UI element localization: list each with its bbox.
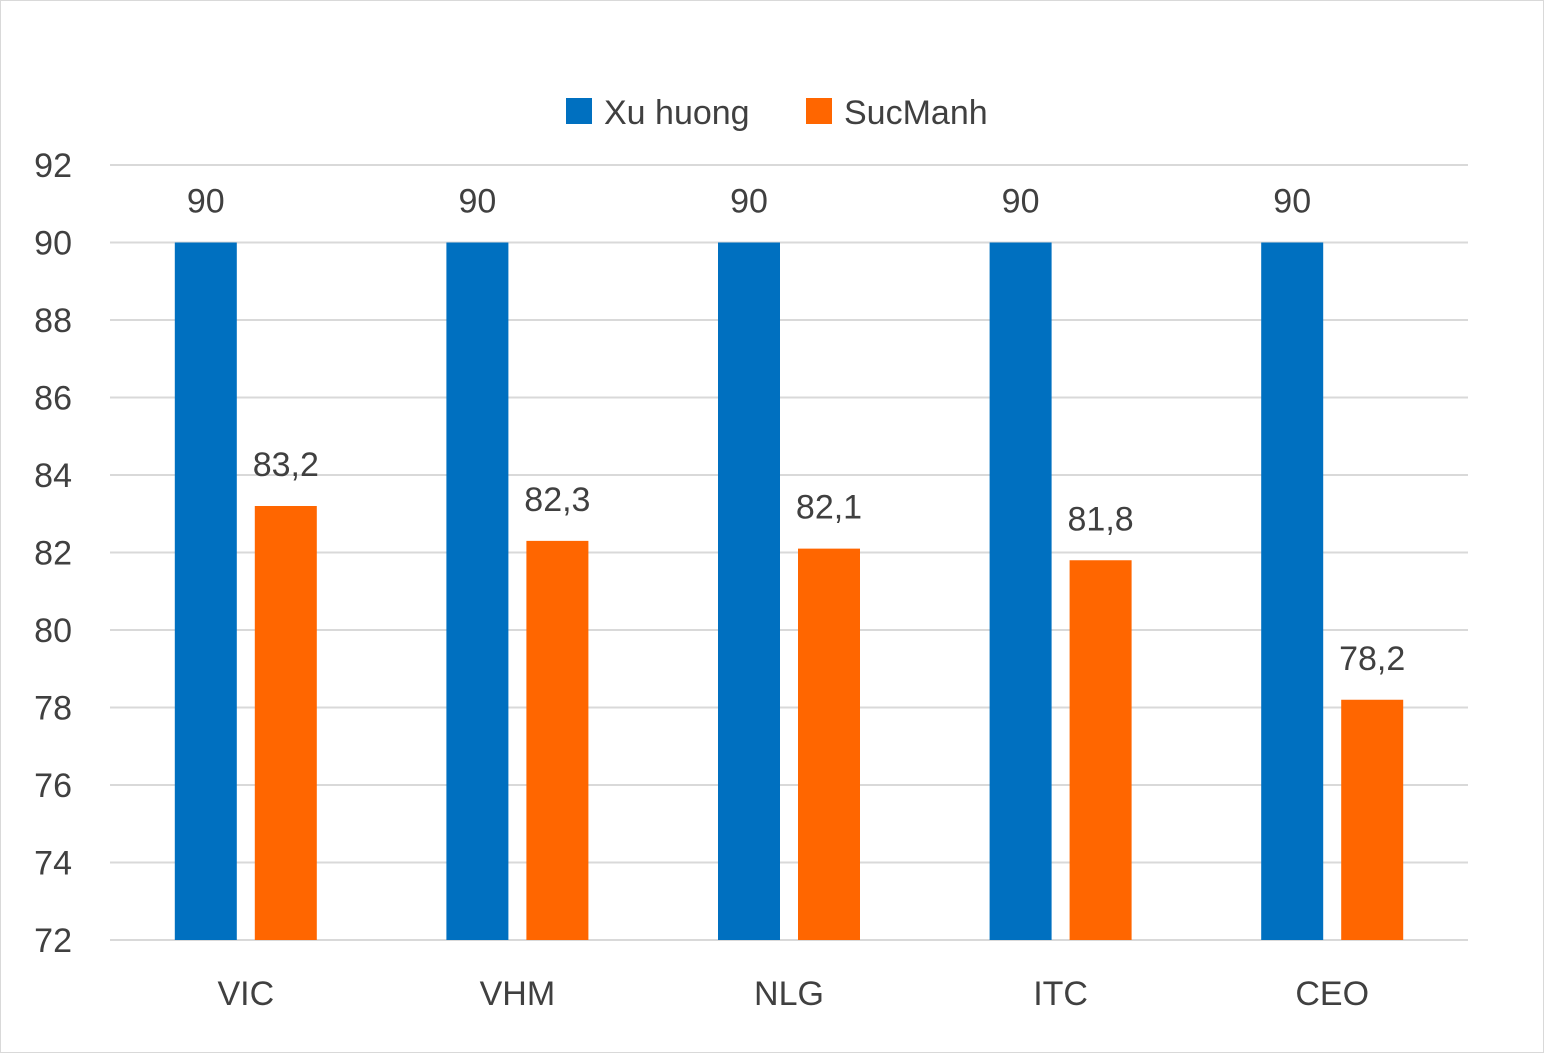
y-tick-label: 86 (34, 380, 72, 418)
y-tick-label: 88 (34, 302, 72, 340)
x-tick-label: VIC (217, 975, 274, 1013)
bar-xu-huong-nlg (718, 242, 780, 940)
legend-label: Xu huong (604, 94, 750, 132)
data-label: 82,1 (796, 489, 862, 527)
y-tick-label: 84 (34, 457, 72, 495)
legend-label: SucManh (844, 94, 988, 132)
y-tick-label: 92 (34, 147, 72, 185)
x-tick-label: NLG (754, 975, 824, 1013)
data-label: 82,3 (524, 481, 590, 519)
y-tick-label: 90 (34, 225, 72, 263)
bar-sucmanh-vhm (526, 540, 589, 940)
bar-sucmanh-ceo (1341, 699, 1404, 940)
y-tick-label: 74 (34, 845, 72, 883)
y-tick-label: 72 (34, 922, 72, 960)
bar-xu-huong-vic (174, 242, 237, 940)
data-label: 90 (1273, 183, 1311, 221)
data-label: 90 (730, 183, 768, 221)
legend-swatch (806, 98, 832, 124)
data-label: 90 (1002, 183, 1040, 221)
y-tick-label: 78 (34, 690, 72, 728)
data-label: 78,2 (1339, 640, 1405, 678)
bar-xu-huong-ceo (1261, 242, 1324, 940)
data-label: 90 (458, 183, 496, 221)
bar-xu-huong-itc (989, 242, 1052, 940)
bar-sucmanh-nlg (798, 548, 860, 940)
data-label: 90 (187, 183, 225, 221)
y-tick-label: 80 (34, 612, 72, 650)
data-label: 81,8 (1068, 500, 1134, 538)
x-tick-label: VHM (480, 975, 556, 1013)
y-tick-label: 82 (34, 535, 72, 573)
legend-swatch (566, 98, 592, 124)
data-label: 83,2 (253, 446, 319, 484)
x-tick-label: CEO (1295, 975, 1369, 1013)
bar-sucmanh-itc (1069, 560, 1132, 940)
x-tick-label: ITC (1033, 975, 1088, 1013)
bar-xu-huong-vhm (446, 242, 509, 940)
y-tick-label: 76 (34, 767, 72, 805)
bar-sucmanh-vic (254, 506, 317, 940)
